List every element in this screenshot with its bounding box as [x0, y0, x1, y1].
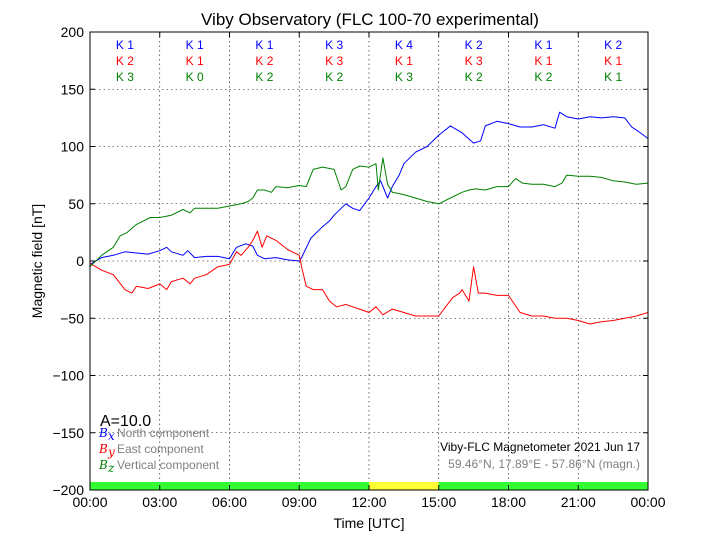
x-axis-label: Time [UTC]	[333, 515, 404, 531]
k-index-z: K 2	[325, 70, 343, 84]
k-index-y: K 1	[395, 54, 413, 68]
legend-label-x: North component	[117, 426, 210, 440]
k-index-y: K 3	[465, 54, 483, 68]
x-tick-label: 03:00	[142, 494, 177, 510]
legend-symbol-z: B	[98, 458, 108, 472]
series-line-x	[89, 111, 649, 265]
k-index-z: K 2	[465, 70, 483, 84]
k-index-x: K 2	[465, 38, 483, 52]
k-index-x: K 1	[186, 38, 204, 52]
k-index-x: K 1	[255, 38, 273, 52]
y-tick-label: 100	[61, 139, 85, 155]
legend-label-y: East component	[117, 442, 204, 456]
y-tick-label: −200	[52, 482, 84, 498]
y-tick-label: 0	[76, 253, 84, 269]
legend-subscript-x: x	[108, 429, 115, 443]
x-tick-label: 15:00	[421, 494, 456, 510]
y-tick-label: 200	[61, 24, 85, 40]
y-tick-label: −150	[52, 425, 84, 441]
k-index-y: K 2	[116, 54, 134, 68]
k-index-y: K 1	[186, 54, 204, 68]
k-index-z: K 3	[116, 70, 134, 84]
x-tick-label: 06:00	[212, 494, 247, 510]
chart-title: Viby Observatory (FLC 100-70 experimenta…	[201, 10, 539, 29]
series-lines	[89, 111, 649, 325]
legend-symbol-x: B	[98, 426, 108, 440]
station-info: Viby-FLC Magnetometer 2021 Jun 17	[440, 440, 640, 454]
k-index-z: K 2	[255, 70, 273, 84]
legend-symbol-y: B	[98, 442, 108, 456]
k-index-z: K 1	[604, 70, 622, 84]
k-index-y: K 2	[255, 54, 273, 68]
series-line-z	[89, 157, 649, 268]
x-tick-label: 09:00	[282, 494, 317, 510]
x-tick-label: 12:00	[351, 494, 386, 510]
k-index-y: K 1	[534, 54, 552, 68]
activity-segment	[369, 482, 439, 490]
k-index-z: K 2	[534, 70, 552, 84]
x-tick-label: 18:00	[491, 494, 526, 510]
axis-ticks: 00:00 03:00 06:00 09:00 12:00 15:00 18:00 21:00…	[52, 24, 665, 510]
k-indices: K 1 K 2 K 3 K 1 K 1 K 0 K 1 K 2 K 2 K 3 K 3 K 2 K 4 K…	[116, 38, 623, 84]
activity-segment	[438, 482, 648, 490]
k-index-z: K 3	[395, 70, 413, 84]
k-index-x: K 1	[116, 38, 134, 52]
y-tick-label: −100	[52, 368, 84, 384]
x-tick-label: 00:00	[630, 494, 665, 510]
k-index-x: K 2	[604, 38, 622, 52]
k-index-x: K 1	[534, 38, 552, 52]
k-index-y: K 1	[604, 54, 622, 68]
k-index-z: K 0	[186, 70, 204, 84]
k-index-x: K 4	[395, 38, 413, 52]
amplitude-annotation: A=10.0	[100, 413, 151, 430]
y-axis-label: Magnetic field [nT]	[29, 204, 45, 318]
legend-subscript-y: y	[107, 445, 115, 459]
legend-subscript-z: z	[107, 461, 115, 475]
y-tick-label: 150	[61, 81, 85, 97]
station-coordinates: 59.46°N, 17.89°E - 57.86°N (magn.)	[448, 457, 640, 471]
y-tick-label: 50	[68, 196, 84, 212]
x-tick-label: 00:00	[72, 494, 107, 510]
legend-label-z: Vertical component	[117, 458, 220, 472]
k-index-x: K 3	[325, 38, 343, 52]
x-tick-label: 21:00	[561, 494, 596, 510]
k-index-y: K 3	[325, 54, 343, 68]
y-tick-label: −50	[60, 310, 84, 326]
series-line-y	[89, 230, 649, 325]
